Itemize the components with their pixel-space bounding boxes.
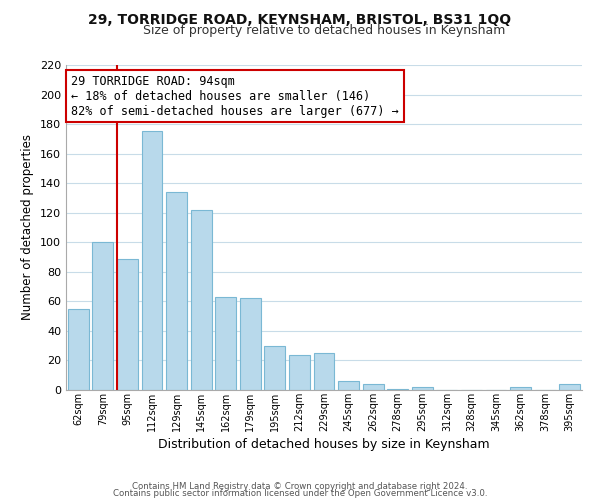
Bar — [215, 297, 236, 390]
Bar — [510, 387, 531, 390]
Bar — [265, 346, 286, 390]
Bar — [117, 258, 138, 390]
Bar — [240, 298, 261, 390]
Bar — [338, 381, 359, 390]
Bar — [68, 308, 89, 390]
Y-axis label: Number of detached properties: Number of detached properties — [22, 134, 34, 320]
X-axis label: Distribution of detached houses by size in Keynsham: Distribution of detached houses by size … — [158, 438, 490, 450]
Bar — [142, 132, 163, 390]
Title: Size of property relative to detached houses in Keynsham: Size of property relative to detached ho… — [143, 24, 505, 38]
Bar — [314, 353, 334, 390]
Bar — [289, 354, 310, 390]
Text: Contains public sector information licensed under the Open Government Licence v3: Contains public sector information licen… — [113, 488, 487, 498]
Bar — [92, 242, 113, 390]
Text: Contains HM Land Registry data © Crown copyright and database right 2024.: Contains HM Land Registry data © Crown c… — [132, 482, 468, 491]
Bar — [387, 388, 408, 390]
Bar — [362, 384, 383, 390]
Bar — [166, 192, 187, 390]
Text: 29 TORRIDGE ROAD: 94sqm
← 18% of detached houses are smaller (146)
82% of semi-d: 29 TORRIDGE ROAD: 94sqm ← 18% of detache… — [71, 74, 399, 118]
Bar — [191, 210, 212, 390]
Bar — [412, 387, 433, 390]
Text: 29, TORRIDGE ROAD, KEYNSHAM, BRISTOL, BS31 1QQ: 29, TORRIDGE ROAD, KEYNSHAM, BRISTOL, BS… — [88, 12, 512, 26]
Bar — [559, 384, 580, 390]
